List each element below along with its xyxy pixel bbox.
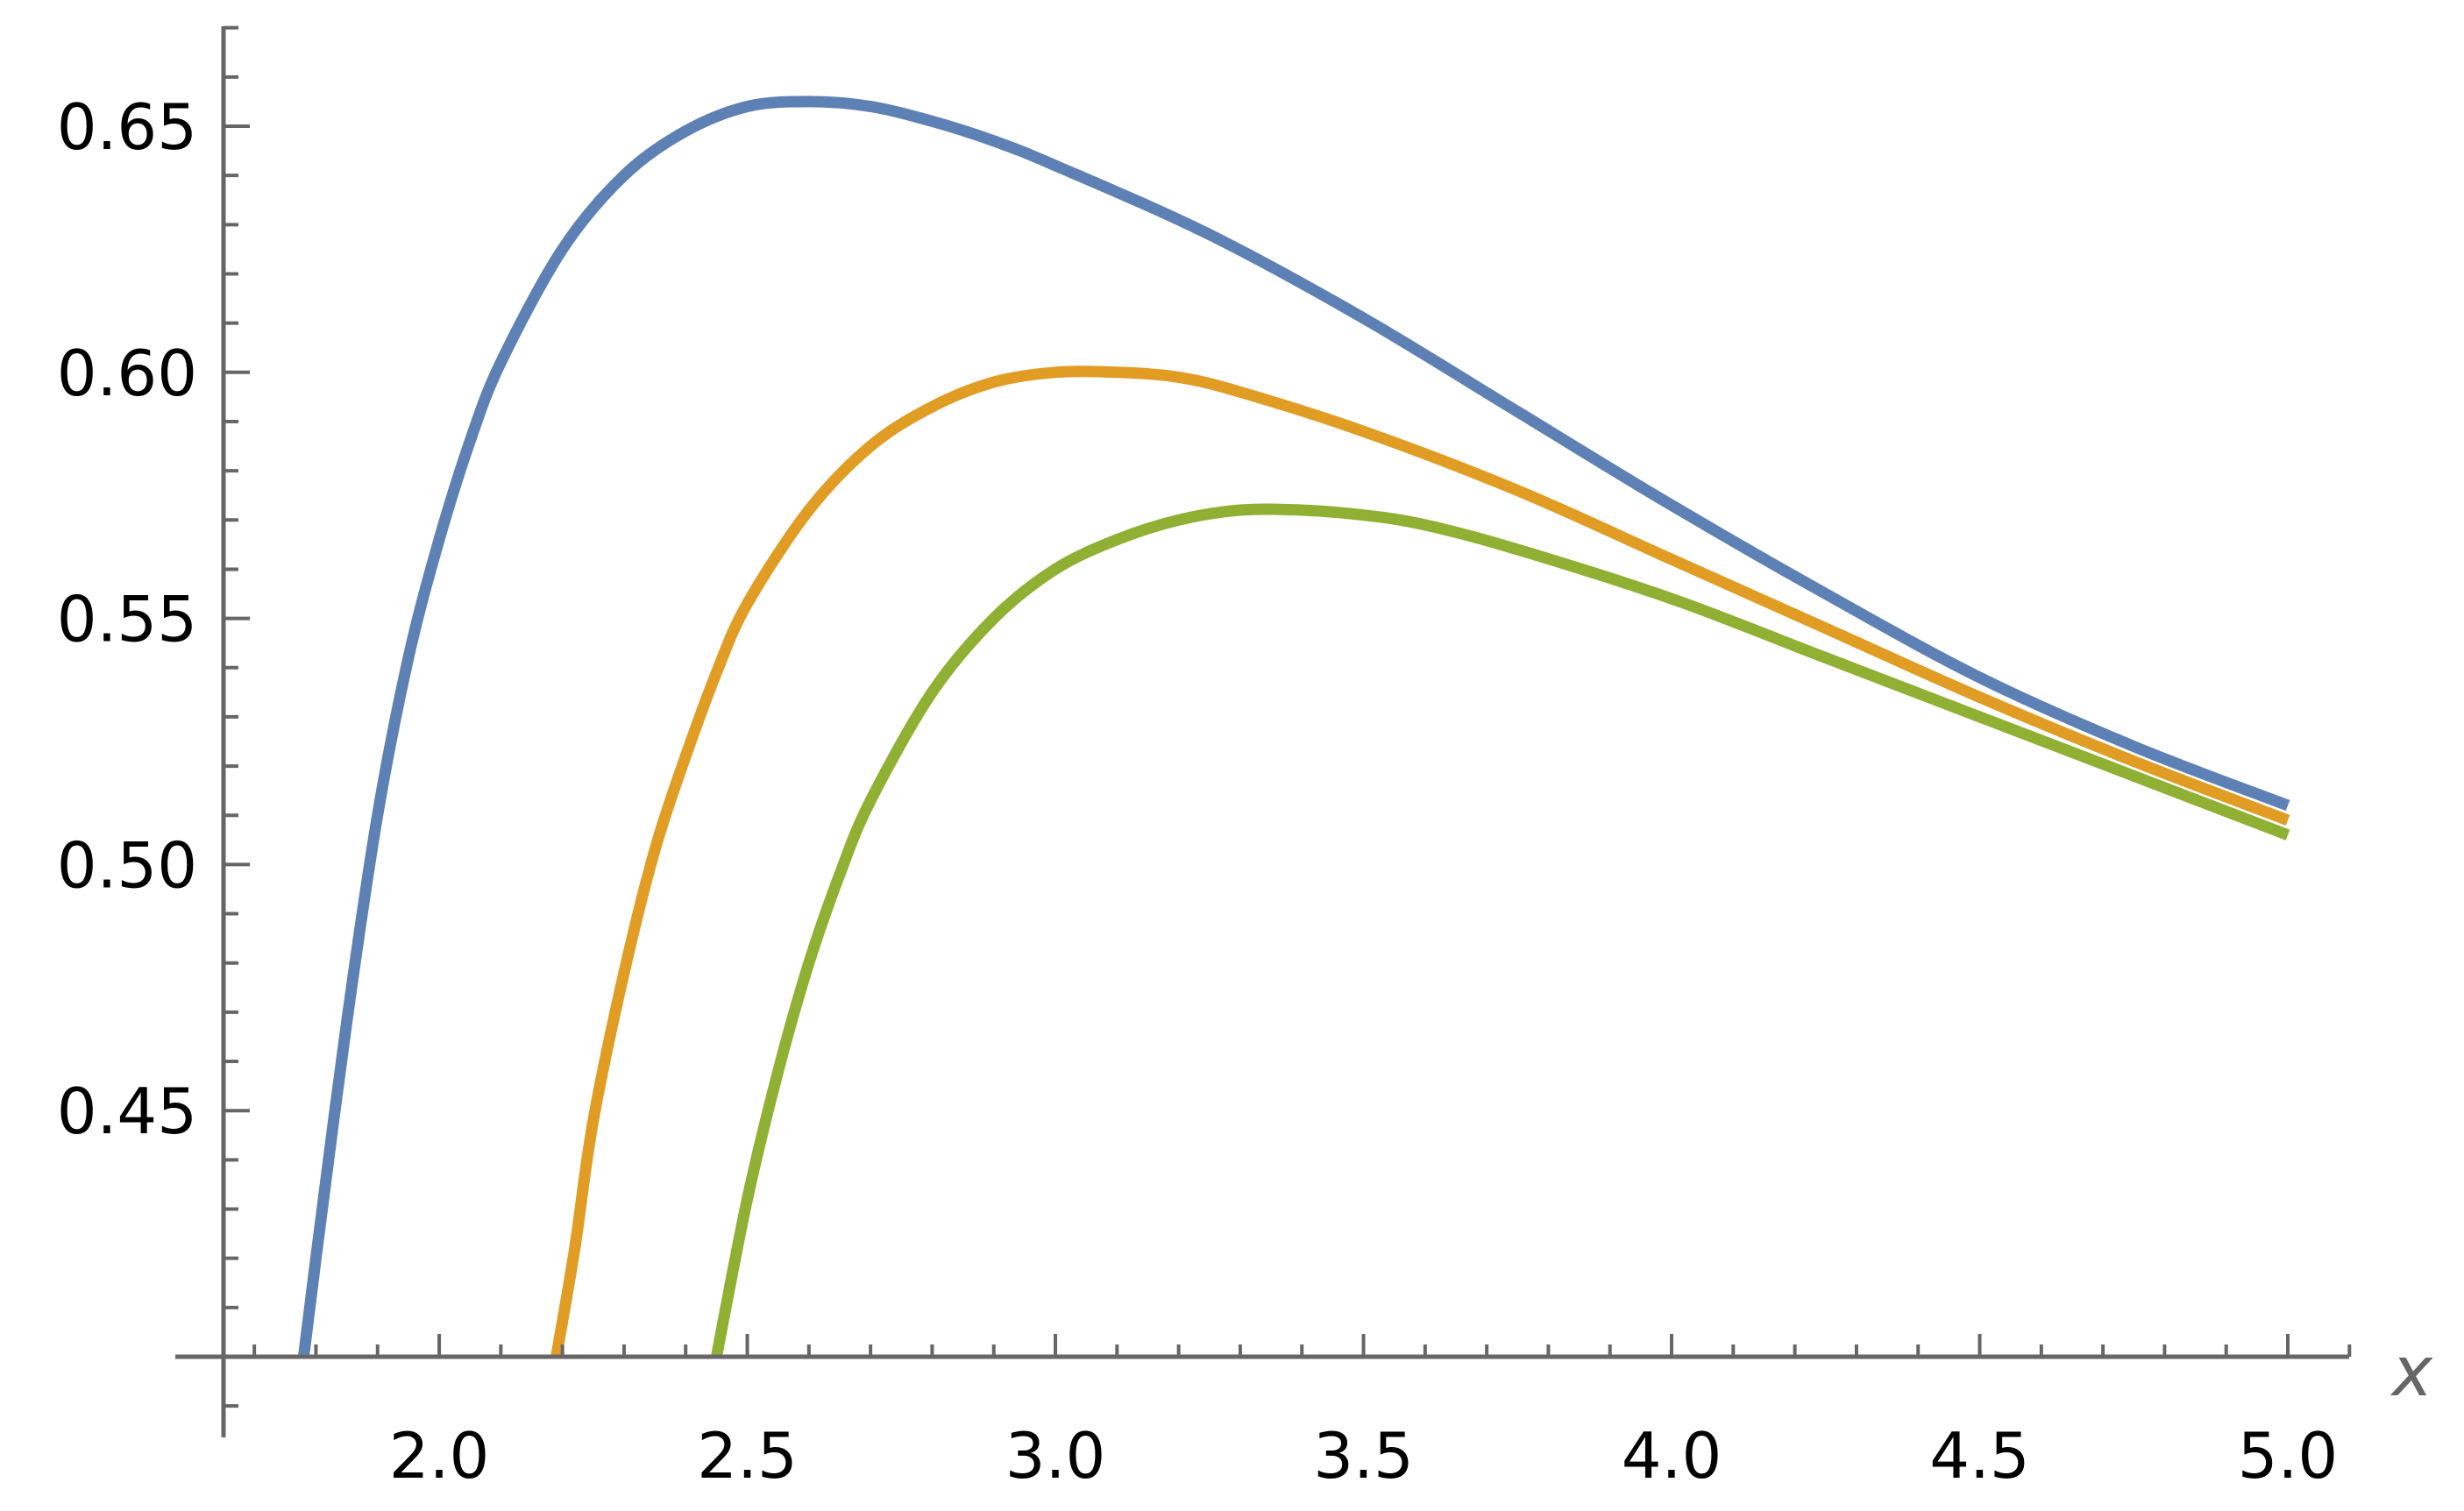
- x-axis-label: x: [2389, 1333, 2433, 1412]
- y-tick-label: 0.50: [57, 828, 197, 902]
- y-tick-label: 0.65: [57, 90, 197, 164]
- x-tick-label: 5.0: [2238, 1419, 2339, 1493]
- axes-layer: [175, 26, 2349, 1437]
- x-tick-label: 4.5: [1929, 1419, 2030, 1493]
- y-tick-label: 0.60: [57, 337, 197, 410]
- labels-layer: x 2.0 2.5 3.0 3.5 4.0 4.5 5.0 0.45 0.50 0.55 0.60 0…: [57, 90, 2433, 1493]
- y-tick-label: 0.45: [57, 1075, 197, 1148]
- x-tick-label: 3.5: [1313, 1419, 1414, 1493]
- x-tick-label: 2.0: [389, 1419, 490, 1493]
- x-tick-label: 4.0: [1622, 1419, 1722, 1493]
- series-line-orange: [550, 365, 2290, 1358]
- y-tick-label: 0.55: [57, 583, 197, 656]
- x-tick-label: 3.0: [1005, 1419, 1106, 1493]
- x-tick-label: 2.5: [697, 1419, 798, 1493]
- series-layer: [297, 96, 2290, 1358]
- ticks-layer: [224, 25, 2352, 1408]
- series-line-blue: [297, 96, 2290, 1358]
- series-line-green: [711, 503, 2290, 1358]
